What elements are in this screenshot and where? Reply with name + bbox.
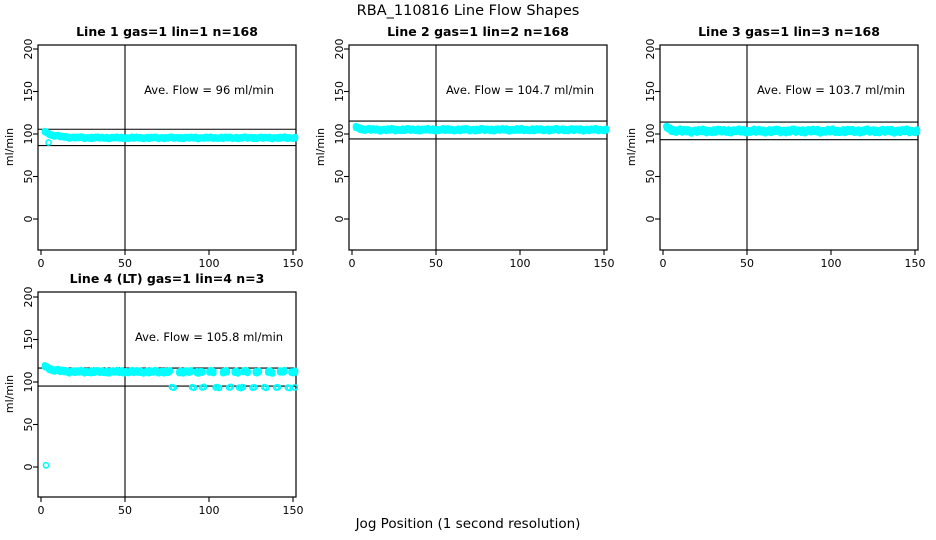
y-tick-label: 0 [22, 464, 35, 471]
y-tick-label: 150 [22, 329, 35, 350]
plot-box [37, 291, 297, 498]
data-point [603, 125, 610, 132]
y-tick-label: 50 [333, 170, 346, 184]
data-point-outlier [239, 383, 246, 391]
panel-1-ave-flow-annotation: Ave. Flow = 96 ml/min [144, 83, 274, 97]
data-point-outlier [662, 122, 670, 130]
panel-1-plot: 0 50 100 150 0 50 100 150 200 [22, 39, 304, 271]
plot-box [348, 44, 608, 251]
plot-area: 0 50 100 150 0 50 100 150 200 [333, 39, 615, 271]
panel-4-plot: 0 50 100 150 0 50 100 150 200 [22, 287, 304, 518]
data-point [244, 367, 251, 375]
data-point [255, 367, 263, 374]
x-tick-label: 50 [740, 257, 754, 270]
panel-4-title: Line 4 (LT) gas=1 lin=4 n=3 [69, 271, 265, 286]
x-axis-title: Jog Position (1 second resolution) [355, 516, 581, 532]
x-tick-label: 50 [118, 257, 132, 270]
x-tick-label: 150 [283, 504, 304, 517]
x-tick-label: 150 [905, 257, 926, 270]
data-point-outlier [215, 384, 223, 392]
data-point-outlier [274, 383, 282, 391]
panel-4-ave-flow-annotation: Ave. Flow = 105.8 ml/min [134, 330, 284, 344]
x-tick-label: 0 [38, 257, 45, 270]
plot-area: 0 50 100 150 0 50 100 150 200 [644, 39, 926, 271]
y-tick-label: 0 [333, 216, 346, 223]
data-point-outlier [227, 383, 235, 391]
plot-box [659, 44, 919, 251]
y-tick-label: 50 [22, 170, 35, 184]
data-point [199, 368, 206, 375]
data-point [223, 367, 231, 374]
y-tick-label: 150 [22, 81, 35, 102]
panel-2-plot: 0 50 100 150 0 50 100 150 200 [333, 39, 615, 271]
data-point [292, 367, 299, 374]
plot-area: 0 50 100 150 0 50 100 150 200 [22, 39, 304, 271]
y-tick-label: 100 [333, 124, 346, 145]
data-point [269, 368, 276, 375]
y-tick-label: 100 [644, 124, 657, 145]
y-tick-label: 150 [333, 81, 346, 102]
panel-3-title: Line 3 gas=1 lin=3 n=168 [698, 24, 880, 39]
data-point [234, 368, 242, 375]
panel-2-title: Line 2 gas=1 lin=2 n=168 [387, 24, 569, 39]
x-tick-label: 50 [429, 257, 443, 270]
data-point [281, 366, 288, 373]
data-point-outlier [262, 384, 270, 392]
plot-area: 0 50 100 150 0 50 100 150 200 [22, 287, 304, 518]
data-point [187, 367, 195, 374]
x-tick-label: 0 [349, 257, 356, 270]
y-tick-label: 50 [644, 170, 657, 184]
x-tick-label: 100 [199, 504, 220, 517]
y-tick-label: 100 [22, 124, 35, 145]
data-point-outlier [291, 384, 299, 391]
panel-2-ave-flow-annotation: Ave. Flow = 104.7 ml/min [445, 83, 595, 97]
x-tick-label: 150 [283, 257, 304, 270]
figure-title: RBA_110816 Line Flow Shapes [356, 3, 580, 19]
x-tick-label: 150 [594, 257, 615, 270]
x-tick-label: 100 [199, 257, 220, 270]
y-tick-label: 0 [22, 216, 35, 223]
x-tick-label: 100 [821, 257, 842, 270]
y-tick-label: 200 [333, 39, 346, 60]
data-point [166, 366, 173, 374]
panel-1-title: Line 1 gas=1 lin=1 n=168 [76, 24, 258, 39]
y-tick-label: 200 [22, 287, 35, 308]
data-point-outlier [200, 383, 208, 391]
data-point [292, 133, 299, 140]
y-tick-label: 0 [644, 216, 657, 223]
data-point-outlier [170, 384, 178, 392]
data-point [210, 367, 217, 375]
panel-3-ave-flow-annotation: Ave. Flow = 103.7 ml/min [756, 83, 906, 97]
data-point-outlier [45, 139, 52, 146]
plot-box [37, 44, 297, 251]
x-tick-label: 0 [38, 504, 45, 517]
y-tick-label: 100 [22, 372, 35, 393]
data-point-outlier [190, 384, 198, 392]
x-tick-label: 0 [660, 257, 667, 270]
data-point-outlier [250, 383, 258, 391]
x-tick-label: 100 [510, 257, 531, 270]
data-point-outlier [42, 461, 50, 469]
x-tick-label: 50 [118, 504, 132, 517]
y-tick-label: 150 [644, 81, 657, 102]
data-point [914, 126, 921, 133]
panel-3-plot: 0 50 100 150 0 50 100 150 200 [644, 39, 926, 271]
y-tick-label: 200 [22, 39, 35, 60]
y-tick-label: 50 [22, 418, 35, 432]
y-tick-label: 200 [644, 39, 657, 60]
